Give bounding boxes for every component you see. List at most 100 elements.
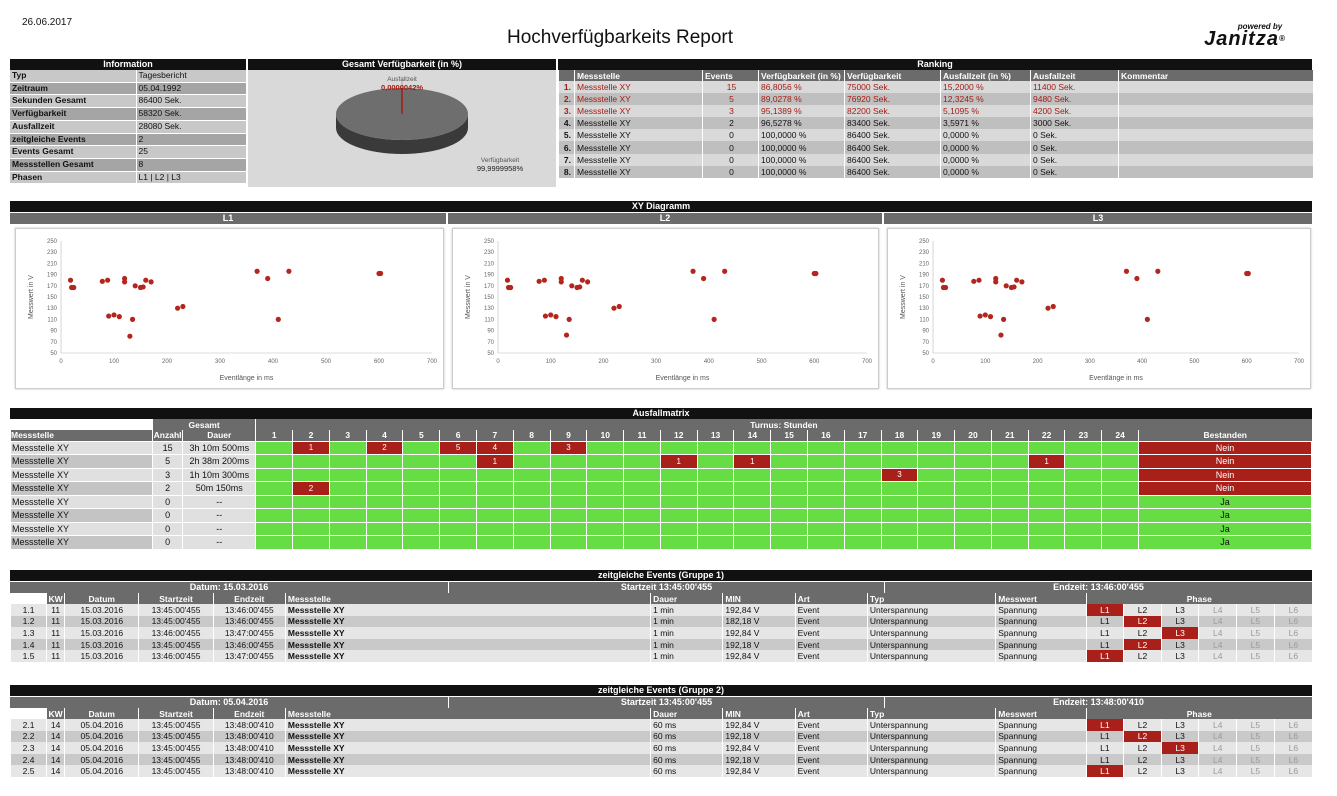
group-end: Endzeit: 13:48:00'410 [884,697,1312,708]
ranking-cell-fpct: 5,1095 % [940,105,1031,118]
matrix-cell-fail: 2 [292,481,330,496]
matrix-cell-ok [807,521,845,536]
x-tick-label: 400 [268,359,279,365]
row-art: Event [794,753,868,766]
y-tick-label: 190 [47,273,58,279]
row-phase-l2: L2 [1123,765,1162,777]
matrix-cell-ok [402,467,441,482]
matrix-cell-ok [659,535,698,550]
row-phase-l6: L6 [1273,719,1312,731]
row-phase-l1: L1 [1085,638,1124,651]
matrix-cell-ok [292,467,330,482]
matrix-cell-ok [733,481,772,496]
ranking-header: Verfügbarkeit [844,70,941,81]
row-date: 15.03.2016 [64,638,139,651]
matrix-hour-header: 16 [807,430,845,441]
matrix-station: Messstelle XY [10,535,153,550]
matrix-passed: Ja [1138,521,1312,536]
matrix-cell-ok [1027,481,1066,496]
ranking-cell-name: Messstelle XY [574,105,703,118]
y-tick-label: 170 [919,284,930,290]
row-min: 192,84 V [722,650,796,662]
x-axis-label: Eventlänge in ms [220,375,274,382]
ranking-row: 8. Messstelle XY 0 100,0000 % 86400 Sek. 0,00… [558,165,1313,178]
matrix-hour-header: 13 [696,430,734,441]
matrix-cell-ok [549,494,588,509]
matrix-cell-ok [549,467,588,482]
ranking-title: Ranking [558,59,1312,70]
matrix-cell-fail: 5 [439,440,477,455]
row-phase-l4: L4 [1198,650,1237,662]
matrix-cell-ok [1027,521,1066,536]
matrix-cell-ok [990,481,1029,496]
data-point [536,278,542,284]
matrix-duration: -- [182,521,257,536]
matrix-cell-ok [990,508,1029,523]
row-station: Messstelle XY [284,753,651,766]
row-kw: 11 [46,638,65,651]
matrix-cell-ok [696,494,735,509]
row-phase-l3: L3 [1160,719,1199,731]
x-tick-label: 700 [862,359,873,365]
pie-avail-value: 99,9999958% [477,164,524,173]
row-id: 2.3 [9,742,47,754]
group-header: Startzeit [138,708,214,719]
group-end: Endzeit: 13:46:00'455 [884,582,1312,593]
row-phase-l3: L3 [1160,604,1199,616]
xy-chart-l1: 50 70 90 110 130 150 170 190 210 230 250 0 100 200 300… [15,228,444,389]
ranking-cell-fpct: 12,3245 % [940,93,1031,106]
row-kw: 14 [46,730,65,743]
row-station: Messstelle XY [284,627,651,639]
row-type: Unterspannung [866,730,996,743]
ranking-cell-comment [1118,117,1313,130]
info-row: Verfügbarkeit 58320 Sek. [10,107,246,121]
ranking-cell-fpct: 15,2000 % [940,81,1031,94]
data-point [585,279,591,285]
ranking-cell-events: 15 [702,81,759,94]
group-row: 2.3 14 05.04.2016 13:45:00'455 13:48:00'410 M… [9,742,1312,754]
row-min: 192,18 V [722,753,796,766]
info-key: zeitgleiche Events [10,133,136,147]
matrix-hour-header: 22 [1027,430,1065,441]
matrix-cell-ok [880,535,919,550]
row-phase-l1: L1 [1085,719,1124,731]
information-table: Typ Tagesbericht Zeitraum 05.04.1992 Sekunde… [10,70,246,185]
matrix-cell-ok [402,494,441,509]
matrix-cell-ok [1101,481,1140,496]
matrix-duration: -- [182,508,257,523]
matrix-duration: -- [182,494,257,509]
data-point [690,268,696,274]
row-phase-l5: L5 [1236,650,1275,662]
data-point [111,312,117,318]
matrix-cell-ok [807,467,845,482]
matrix-cell-ok [586,467,625,482]
xy-panel-l2-title: L2 [448,213,882,224]
row-phase-l5: L5 [1236,627,1275,639]
ranking-cell-fail: 9480 Sek. [1030,93,1119,106]
x-tick-label: 600 [809,359,820,365]
matrix-cell-ok [990,440,1029,455]
ranking-cell-fail: 0 Sek. [1030,129,1119,142]
matrix-cell-ok [365,467,404,482]
info-row: Events Gesamt 25 [10,145,246,159]
x-tick-label: 200 [162,359,173,365]
matrix-cell-ok [659,440,698,455]
ranking-cell-n: 3. [558,105,575,118]
matrix-cell-ok [1064,535,1103,550]
matrix-cell-ok [917,494,956,509]
row-date: 15.03.2016 [64,650,139,662]
data-point [116,314,122,320]
matrix-cell-ok [990,535,1029,550]
row-measure: Spannung [995,753,1087,766]
matrix-row: Messstelle XY 3 1h 10m 300ms 3 Nein [10,467,1312,482]
row-phase-l2: L2 [1123,627,1162,639]
matrix-station: Messstelle XY [10,508,153,523]
row-duration: 1 min [650,638,723,651]
group-header: Messstelle [284,593,651,604]
data-point [265,275,271,282]
data-point [143,277,149,283]
row-date: 15.03.2016 [64,604,139,616]
row-min: 192,18 V [722,638,796,651]
y-tick-label: 250 [484,239,495,245]
ranking-cell-comment [1118,105,1313,118]
